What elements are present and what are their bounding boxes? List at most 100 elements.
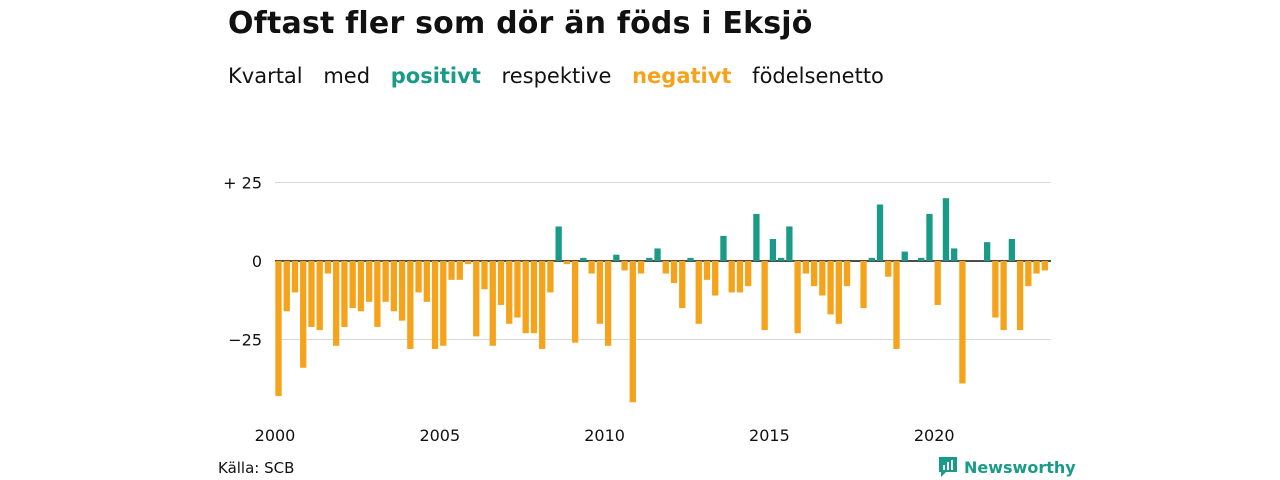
- bar: [580, 257, 587, 261]
- bar: [275, 261, 282, 397]
- bar: [1041, 261, 1048, 271]
- newsworthy-chart-bubble-icon: [939, 457, 957, 477]
- bar: [670, 261, 678, 283]
- chart-subtitle: Kvartal med positivt respektive negativt…: [228, 64, 898, 88]
- bar: [481, 261, 488, 290]
- bar: [390, 261, 398, 312]
- bar: [753, 213, 760, 261]
- bar: [868, 257, 875, 261]
- bar: [547, 261, 554, 293]
- bar: [777, 257, 785, 261]
- bar: [1016, 261, 1024, 331]
- bar: [497, 261, 505, 305]
- bar: [712, 261, 719, 296]
- bar: [901, 251, 908, 261]
- bar: [563, 261, 571, 265]
- bar: [1025, 261, 1032, 287]
- bar: [885, 261, 892, 277]
- bar: [349, 261, 356, 309]
- bar: [571, 261, 579, 343]
- bar: [514, 261, 521, 318]
- bar: [646, 257, 653, 261]
- bar: [506, 261, 513, 324]
- bar: [637, 261, 645, 274]
- bar: [654, 248, 661, 261]
- subtitle-text-4: födelsenetto: [752, 64, 884, 88]
- bar: [769, 239, 777, 261]
- bar: [588, 261, 595, 274]
- bar: [365, 261, 373, 302]
- bar: [860, 261, 867, 309]
- bar: [983, 242, 991, 261]
- bar: [300, 261, 307, 368]
- bar: [835, 261, 842, 324]
- bar: [489, 261, 496, 346]
- bar: [810, 261, 818, 287]
- bar: [382, 261, 389, 302]
- bar: [357, 261, 365, 312]
- bar: [398, 261, 406, 321]
- subtitle-positive-label: positivt: [390, 64, 481, 88]
- bar: [794, 261, 801, 334]
- bar: [992, 261, 999, 318]
- bar: [464, 261, 472, 265]
- bar: [720, 235, 727, 261]
- bar: [456, 261, 463, 280]
- bar: [827, 261, 834, 315]
- bar: [1000, 261, 1007, 331]
- bar: [613, 254, 620, 261]
- bar: [629, 261, 636, 403]
- bar: [934, 261, 941, 305]
- bar: [679, 261, 686, 309]
- x-tick-label: 2020: [914, 426, 955, 445]
- bar: [621, 261, 628, 271]
- bar: [1008, 239, 1016, 261]
- y-tick-label: −25: [228, 331, 262, 350]
- bar: [1033, 261, 1040, 274]
- subtitle-text-1: Kvartal: [228, 64, 303, 88]
- bar: [745, 261, 752, 287]
- bar: [893, 261, 900, 349]
- brand-name: Newsworthy: [964, 457, 1076, 477]
- x-tick-label: 2010: [584, 426, 625, 445]
- bar: [530, 261, 538, 334]
- x-tick-label: 2015: [749, 426, 790, 445]
- x-tick-label: 2005: [419, 426, 460, 445]
- bar: [596, 261, 604, 324]
- bar: [431, 261, 439, 349]
- y-tick-label: 0: [252, 252, 262, 271]
- bar: [736, 261, 744, 293]
- bar: [308, 261, 315, 327]
- bar: [473, 261, 480, 337]
- x-tick-label: 2000: [255, 426, 296, 445]
- subtitle-text-3: respektive: [501, 64, 612, 88]
- subtitle-text-2: med: [323, 64, 371, 88]
- bar: [448, 261, 455, 280]
- source-note: Källa: SCB: [218, 459, 295, 477]
- bar: [695, 261, 702, 324]
- bar: [959, 261, 966, 384]
- bar: [374, 261, 381, 327]
- bar: [423, 261, 430, 302]
- bar: [555, 226, 562, 261]
- bar: [728, 261, 735, 293]
- y-tick-label: + 25: [223, 174, 262, 193]
- bar: [333, 261, 340, 346]
- bar: [341, 261, 348, 327]
- bar: [415, 261, 422, 293]
- bar: [283, 261, 290, 312]
- bar: [324, 261, 332, 274]
- bar: [687, 257, 694, 261]
- bar: [876, 204, 884, 261]
- bar: [843, 261, 851, 287]
- bar: [942, 198, 950, 261]
- bar: [802, 261, 810, 274]
- bar: [703, 261, 711, 280]
- bar: [522, 261, 529, 334]
- brand-logo[interactable]: Newsworthy: [938, 456, 1076, 478]
- bar: [291, 261, 299, 293]
- bar: [662, 261, 669, 274]
- subtitle-negative-label: negativt: [632, 64, 732, 88]
- bar: [918, 257, 925, 261]
- bar: [926, 213, 933, 261]
